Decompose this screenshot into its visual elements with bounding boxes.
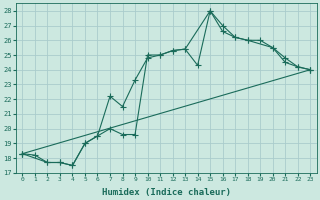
X-axis label: Humidex (Indice chaleur): Humidex (Indice chaleur) [102, 188, 231, 197]
